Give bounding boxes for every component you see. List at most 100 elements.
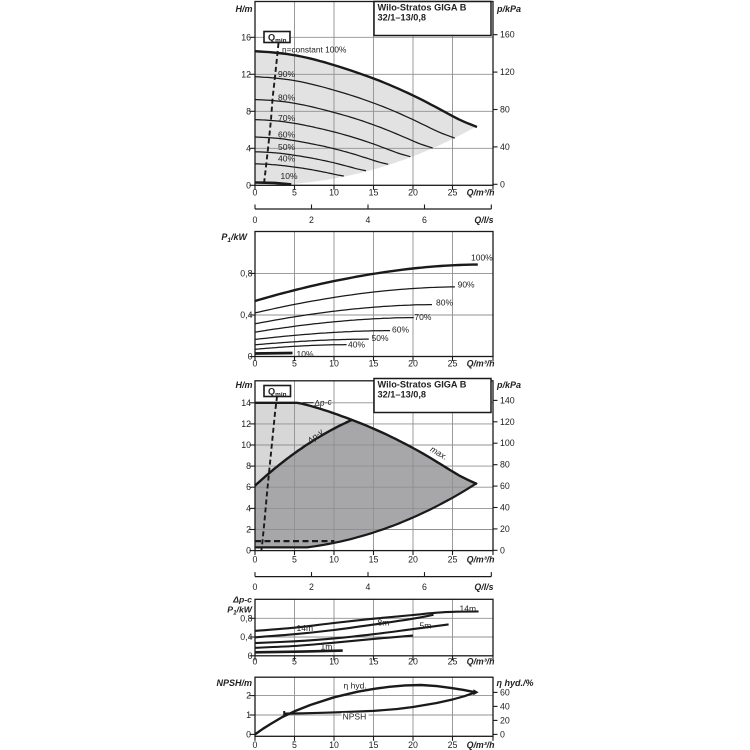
svg-text:8m: 8m — [378, 618, 390, 628]
svg-text:0: 0 — [253, 188, 258, 198]
svg-text:Qmin: Qmin — [268, 387, 287, 399]
svg-text:P1/kW: P1/kW — [221, 232, 248, 244]
svg-text:0: 0 — [253, 657, 258, 667]
svg-text:6: 6 — [246, 482, 251, 492]
svg-text:p/kPa: p/kPa — [496, 380, 521, 390]
svg-text:2: 2 — [246, 691, 251, 701]
svg-text:15: 15 — [369, 188, 379, 198]
svg-text:4: 4 — [246, 503, 251, 513]
svg-text:Q/m³/h: Q/m³/h — [467, 188, 495, 198]
svg-text:40%: 40% — [348, 340, 365, 350]
svg-text:Q/l/s: Q/l/s — [474, 582, 493, 592]
svg-text:5: 5 — [292, 188, 297, 198]
svg-text:1m: 1m — [321, 642, 333, 652]
svg-text:Δp-c: Δp-c — [313, 396, 333, 408]
svg-text:0: 0 — [246, 180, 251, 190]
svg-text:25: 25 — [448, 740, 458, 750]
svg-text:5: 5 — [292, 657, 297, 667]
svg-text:20: 20 — [408, 740, 418, 750]
svg-text:4: 4 — [246, 143, 251, 153]
svg-text:5: 5 — [292, 555, 297, 565]
svg-text:10: 10 — [329, 359, 339, 369]
svg-text:120: 120 — [500, 417, 515, 427]
svg-text:Q/m³/h: Q/m³/h — [467, 359, 495, 369]
svg-text:Q/m³/h: Q/m³/h — [467, 657, 495, 667]
svg-text:4: 4 — [366, 582, 371, 592]
svg-text:0: 0 — [253, 215, 258, 225]
svg-text:25: 25 — [448, 657, 458, 667]
svg-text:32/1–13/0,8: 32/1–13/0,8 — [378, 389, 427, 399]
svg-text:10: 10 — [329, 555, 339, 565]
svg-text:10%: 10% — [281, 171, 298, 181]
svg-text:120: 120 — [500, 67, 515, 77]
svg-text:20: 20 — [408, 188, 418, 198]
svg-text:0: 0 — [253, 740, 258, 750]
svg-text:25: 25 — [448, 188, 458, 198]
svg-text:0: 0 — [500, 545, 505, 555]
svg-text:p/kPa: p/kPa — [496, 4, 521, 14]
svg-text:12: 12 — [241, 69, 251, 79]
svg-text:15: 15 — [369, 359, 379, 369]
svg-text:25: 25 — [448, 359, 458, 369]
svg-text:10: 10 — [329, 740, 339, 750]
svg-text:60: 60 — [500, 481, 510, 491]
svg-text:Wilo-Stratos GIGA B: Wilo-Stratos GIGA B — [378, 2, 467, 12]
svg-text:n=constant 100%: n=constant 100% — [282, 45, 347, 55]
svg-text:14: 14 — [241, 398, 251, 408]
svg-text:8: 8 — [246, 106, 251, 116]
svg-text:70%: 70% — [414, 312, 431, 322]
svg-text:14m: 14m — [460, 604, 477, 614]
svg-text:10: 10 — [329, 188, 339, 198]
svg-text:90%: 90% — [278, 69, 295, 79]
svg-text:20: 20 — [408, 359, 418, 369]
svg-text:14m: 14m — [297, 623, 314, 633]
svg-text:140: 140 — [500, 395, 515, 405]
svg-text:90%: 90% — [458, 280, 475, 290]
svg-text:80: 80 — [500, 460, 510, 470]
svg-text:Q/l/s: Q/l/s — [474, 215, 493, 225]
svg-text:20: 20 — [408, 555, 418, 565]
svg-text:0,8: 0,8 — [240, 613, 252, 623]
svg-text:40%: 40% — [278, 154, 295, 164]
svg-text:80%: 80% — [436, 298, 453, 308]
svg-text:10%: 10% — [297, 349, 314, 359]
svg-text:40: 40 — [500, 142, 510, 152]
svg-text:5: 5 — [292, 359, 297, 369]
svg-text:NPSH: NPSH — [343, 712, 367, 722]
svg-text:4: 4 — [366, 215, 371, 225]
svg-text:Q/m³/h: Q/m³/h — [467, 555, 495, 565]
svg-text:100%: 100% — [471, 253, 493, 263]
svg-text:0: 0 — [253, 555, 258, 565]
svg-text:70%: 70% — [278, 113, 295, 123]
svg-text:Qmin: Qmin — [268, 33, 287, 45]
svg-text:16: 16 — [241, 32, 251, 42]
svg-text:160: 160 — [500, 30, 515, 40]
svg-text:80: 80 — [500, 105, 510, 115]
svg-text:Wilo-Stratos GIGA B: Wilo-Stratos GIGA B — [378, 379, 467, 389]
svg-text:0: 0 — [248, 352, 253, 362]
svg-text:5m: 5m — [420, 621, 432, 631]
svg-text:P1/kW: P1/kW — [227, 605, 252, 617]
svg-text:0,8: 0,8 — [240, 268, 252, 278]
svg-text:25: 25 — [448, 555, 458, 565]
svg-text:40: 40 — [500, 701, 510, 711]
svg-text:0: 0 — [500, 729, 505, 739]
svg-text:8: 8 — [246, 461, 251, 471]
svg-text:NPSH/m: NPSH/m — [216, 678, 252, 688]
svg-text:15: 15 — [369, 657, 379, 667]
svg-text:0: 0 — [500, 179, 505, 189]
svg-text:40: 40 — [500, 503, 510, 513]
svg-text:80%: 80% — [278, 93, 295, 103]
svg-text:1: 1 — [246, 710, 251, 720]
svg-text:2: 2 — [309, 582, 314, 592]
svg-text:2: 2 — [246, 525, 251, 535]
svg-text:32/1–13/0,8: 32/1–13/0,8 — [378, 12, 427, 22]
svg-text:0: 0 — [246, 546, 251, 556]
svg-text:15: 15 — [369, 555, 379, 565]
svg-text:Q/m³/h: Q/m³/h — [467, 740, 495, 750]
svg-text:0: 0 — [248, 651, 253, 661]
svg-text:0,4: 0,4 — [240, 632, 252, 642]
svg-text:15: 15 — [369, 740, 379, 750]
svg-text:20: 20 — [408, 657, 418, 667]
svg-text:20: 20 — [500, 524, 510, 534]
